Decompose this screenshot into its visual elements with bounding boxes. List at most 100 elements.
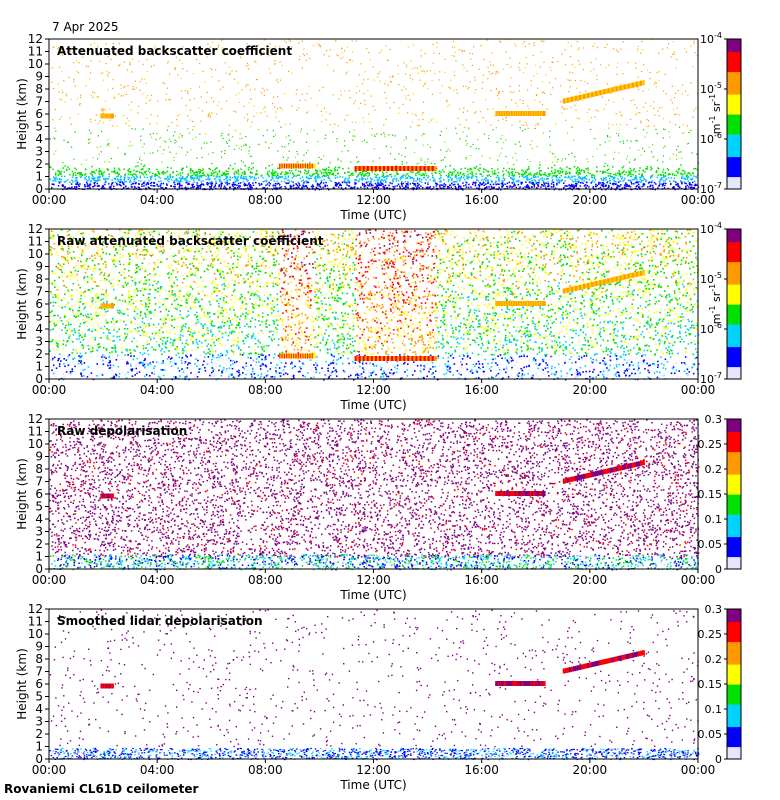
y-tick-label: 4	[35, 322, 43, 336]
y-tick-label: 4	[35, 132, 43, 146]
y-tick-label: 7	[35, 475, 43, 489]
x-tick-label: 00:00	[681, 573, 716, 587]
y-tick-label: 6	[35, 107, 43, 121]
y-tick-label: 4	[35, 702, 43, 716]
y-tick-label: 6	[35, 487, 43, 501]
x-tick-label: 00:00	[32, 193, 67, 207]
y-tick-label: 0	[35, 182, 43, 196]
y-axis-label: Height (km)	[15, 78, 29, 149]
x-axis-label: Time (UTC)	[339, 398, 406, 412]
colorbar-tick-label: 0.25	[698, 628, 723, 641]
colorbar-tick-label: 10-7	[700, 181, 722, 196]
colorbar: 0 0.05 0.1 0.15 0.2 0.25 0.3	[698, 603, 742, 766]
y-tick-label: 2	[35, 537, 43, 551]
x-tick-label: 12:00	[356, 193, 391, 207]
x-tick-label: 04:00	[140, 763, 175, 777]
y-tick-label: 2	[35, 727, 43, 741]
colorbar-tick-label: 10-5	[700, 81, 722, 96]
y-tick-label: 10	[28, 247, 43, 261]
x-tick-label: 04:00	[140, 573, 175, 587]
y-tick-label: 12	[28, 222, 43, 236]
x-tick-label: 16:00	[464, 573, 499, 587]
panel-title: Smoothed lidar depolarisation	[57, 614, 263, 628]
y-tick-label: 1	[35, 360, 43, 374]
y-tick-label: 11	[28, 615, 43, 629]
panel-title: Attenuated backscatter coefficient	[57, 44, 292, 58]
y-tick-label: 5	[35, 500, 43, 514]
cloud-features	[100, 650, 645, 689]
colorbar: 0 0.05 0.1 0.15 0.2 0.25 0.3	[698, 413, 742, 576]
x-axis-label: Time (UTC)	[339, 588, 406, 602]
heatmap-texture	[49, 419, 700, 571]
colorbar-tick-label: 0.3	[705, 603, 723, 616]
y-tick-label: 2	[35, 347, 43, 361]
colorbar-tick-label: 0.15	[698, 678, 723, 691]
x-axis-label: Time (UTC)	[339, 778, 406, 792]
colorbar-tick-label: 10-5	[700, 271, 722, 286]
x-tick-label: 00:00	[32, 573, 67, 587]
y-tick-label: 3	[35, 525, 43, 539]
y-tick-label: 4	[35, 512, 43, 526]
y-tick-label: 11	[28, 45, 43, 59]
heatmap-texture	[49, 39, 700, 191]
x-tick-label: 16:00	[464, 383, 499, 397]
x-tick-label: 00:00	[32, 763, 67, 777]
y-tick-label: 10	[28, 437, 43, 451]
colorbar: 10-710-610-510-4m-1 sr-1	[700, 221, 742, 386]
y-tick-label: 5	[35, 120, 43, 134]
colorbar-tick-label: 0.1	[705, 703, 723, 716]
y-tick-label: 12	[28, 602, 43, 616]
x-tick-label: 08:00	[248, 573, 283, 587]
y-tick-label: 3	[35, 715, 43, 729]
y-tick-label: 11	[28, 425, 43, 439]
y-tick-label: 10	[28, 57, 43, 71]
y-tick-label: 9	[35, 70, 43, 84]
plot-background	[49, 609, 698, 759]
x-tick-label: 16:00	[464, 193, 499, 207]
instrument-label: Rovaniemi CL61D ceilometer	[4, 782, 198, 796]
y-tick-label: 5	[35, 690, 43, 704]
colorbar-tick-label: 10-7	[700, 371, 722, 386]
panel-title: Raw depolarisation	[57, 424, 187, 438]
colorbar-unit-label: m-1 sr-1	[708, 94, 723, 134]
y-tick-label: 3	[35, 335, 43, 349]
x-tick-label: 20:00	[573, 573, 608, 587]
x-tick-label: 20:00	[573, 763, 608, 777]
colorbar-tick-label: 0.2	[705, 463, 723, 476]
x-tick-label: 12:00	[356, 763, 391, 777]
x-tick-label: 00:00	[681, 383, 716, 397]
y-tick-label: 7	[35, 95, 43, 109]
y-tick-label: 5	[35, 310, 43, 324]
plot-background	[49, 39, 698, 189]
y-tick-label: 7	[35, 665, 43, 679]
y-tick-label: 1	[35, 170, 43, 184]
colorbar-tick-label: 0.05	[698, 728, 723, 741]
colorbar-tick-label: 10-4	[700, 31, 722, 46]
x-tick-label: 00:00	[32, 383, 67, 397]
y-tick-label: 3	[35, 145, 43, 159]
cloud-features	[100, 460, 645, 499]
colorbar-tick-label: 0	[715, 563, 722, 576]
x-tick-label: 00:00	[681, 763, 716, 777]
colorbar-tick-label: 10-4	[700, 221, 722, 236]
y-axis-label: Height (km)	[15, 268, 29, 339]
x-tick-label: 08:00	[248, 383, 283, 397]
x-axis-label: Time (UTC)	[339, 208, 406, 222]
y-tick-label: 8	[35, 82, 43, 96]
y-axis-label: Height (km)	[15, 648, 29, 719]
y-tick-label: 8	[35, 272, 43, 286]
colorbar-tick-label: 0.15	[698, 488, 723, 501]
y-tick-label: 7	[35, 285, 43, 299]
y-tick-label: 0	[35, 752, 43, 766]
x-tick-label: 12:00	[356, 383, 391, 397]
cloud-features	[100, 270, 645, 361]
y-tick-label: 6	[35, 297, 43, 311]
y-tick-label: 6	[35, 677, 43, 691]
colorbar-tick-label: 0.3	[705, 413, 723, 426]
y-tick-label: 11	[28, 235, 43, 249]
y-tick-label: 12	[28, 412, 43, 426]
y-tick-label: 8	[35, 462, 43, 476]
colorbar-tick-label: 0.1	[705, 513, 723, 526]
panel-title: Raw attenuated backscatter coefficient	[57, 234, 324, 248]
